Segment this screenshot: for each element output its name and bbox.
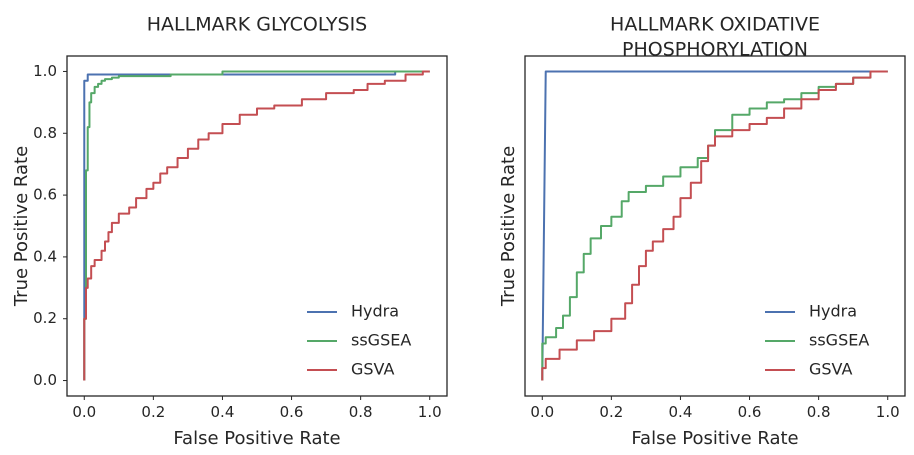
y-tick-label: 0.8 xyxy=(33,124,57,142)
y-tick-label: 0.0 xyxy=(33,371,57,389)
legend-label-gsva: GSVA xyxy=(809,360,852,379)
series-line-gsva xyxy=(541,70,888,381)
legend-label-ssgsea: ssGSEA xyxy=(351,331,411,350)
series-line-ssgsea xyxy=(541,70,888,381)
x-tick-label: 0.0 xyxy=(72,403,96,421)
legend: Hydra ssGSEA GSVA xyxy=(765,302,869,379)
y-axis-label: True Positive Rate xyxy=(11,146,32,307)
x-tick-label: 0.8 xyxy=(807,403,831,421)
x-axis-label: False Positive Rate xyxy=(631,428,798,449)
y-axis-label: True Positive Rate xyxy=(498,146,519,307)
chart-title: HALLMARK GLYCOLYSIS xyxy=(147,14,368,36)
x-tick-label: 0.6 xyxy=(738,403,762,421)
y-tick-label: 1.0 xyxy=(33,62,57,80)
legend-label-ssgsea: ssGSEA xyxy=(809,331,869,350)
x-tick-label: 0.2 xyxy=(141,403,165,421)
chart-panel-2: HALLMARK OXIDATIVE PHOSPHORYLATION 0.0 0.2 0… xyxy=(498,14,906,449)
series-line-gsva xyxy=(83,70,430,381)
x-tick-label: 0.4 xyxy=(669,403,693,421)
x-axis-label: False Positive Rate xyxy=(173,428,340,449)
legend-label-gsva: GSVA xyxy=(351,360,394,379)
series-line-ssgsea xyxy=(83,70,430,381)
plot-frame xyxy=(524,55,906,397)
plot-frame xyxy=(66,55,448,397)
y-tick-label: 0.2 xyxy=(33,309,57,327)
y-tick-label: 0.6 xyxy=(33,186,57,204)
chart-title: PHOSPHORYLATION xyxy=(622,39,808,61)
chart-panel-1: HALLMARK GLYCOLYSIS 0.0 0.2 0.4 0.6 0.8 1.0 0.0… xyxy=(11,14,448,449)
legend: Hydra ssGSEA GSVA xyxy=(307,302,411,379)
legend-label-hydra: Hydra xyxy=(351,302,399,321)
x-tick-label: 0.2 xyxy=(599,403,623,421)
x-tick-label: 0.6 xyxy=(280,403,304,421)
chart-title: HALLMARK OXIDATIVE xyxy=(610,14,820,36)
x-tick-label: 0.8 xyxy=(349,403,373,421)
x-tick-label: 1.0 xyxy=(876,403,900,421)
y-tick-label: 0.4 xyxy=(33,247,57,265)
legend-label-hydra: Hydra xyxy=(809,302,857,321)
x-tick-label: 1.0 xyxy=(418,403,442,421)
x-tick-label: 0.4 xyxy=(211,403,235,421)
x-tick-label: 0.0 xyxy=(530,403,554,421)
